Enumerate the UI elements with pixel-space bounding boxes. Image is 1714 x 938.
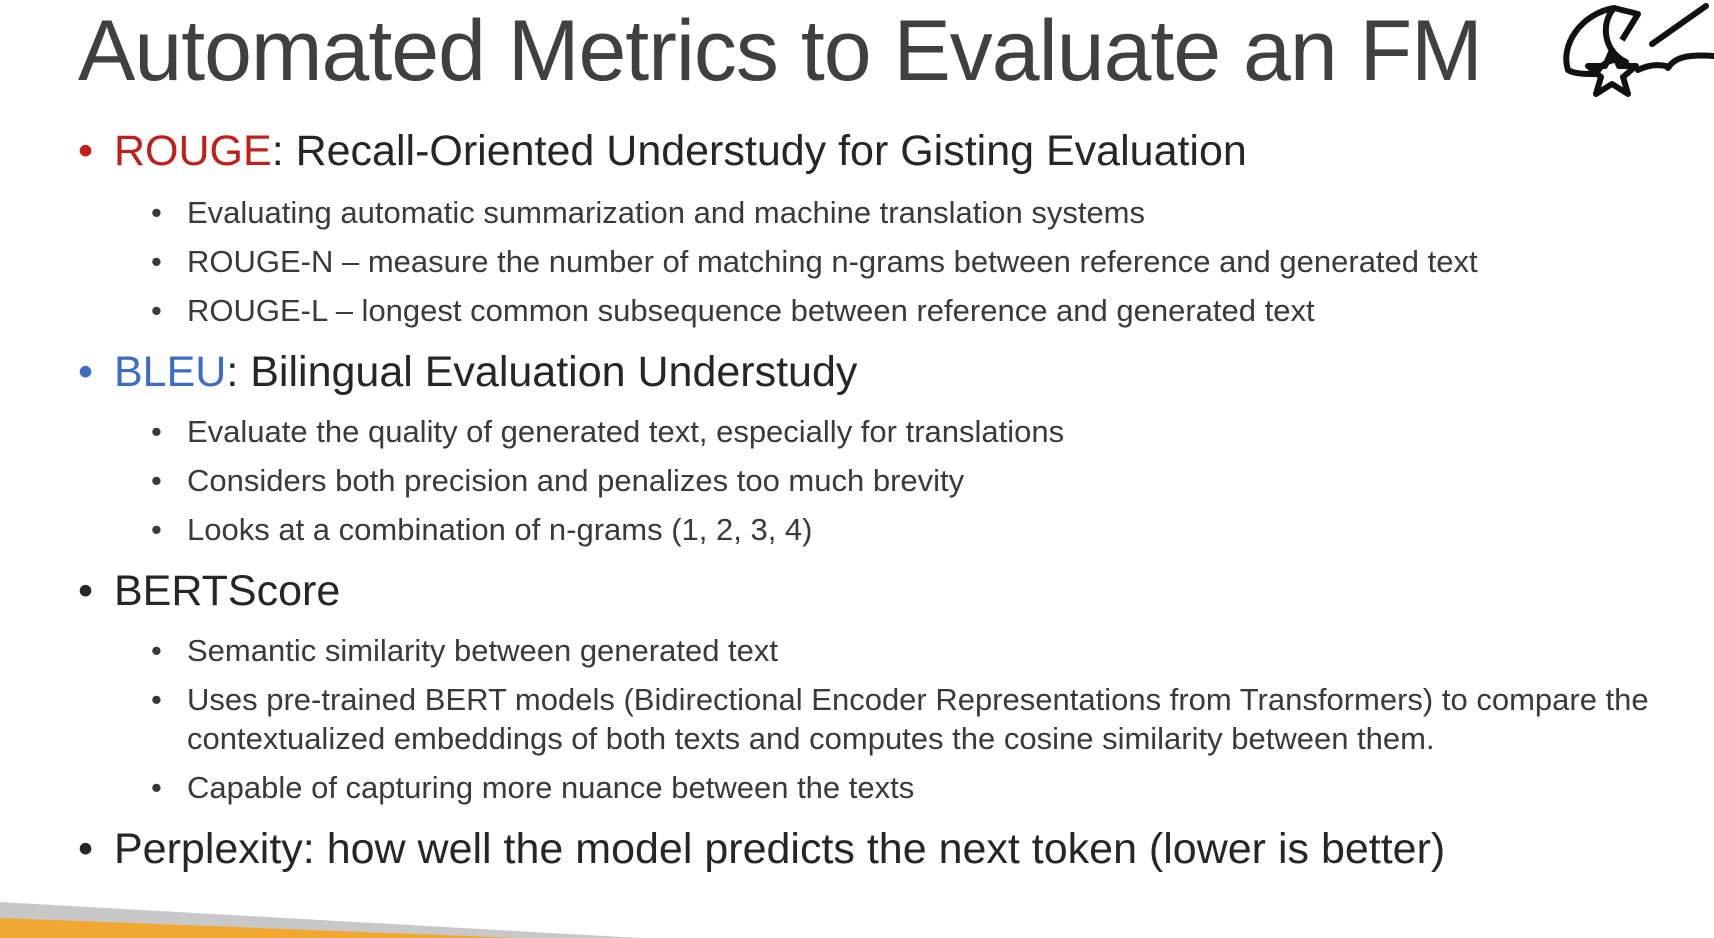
sub-item: • Semantic similarity between generated t… (151, 633, 779, 668)
sub-item-text: ROUGE-L – longest common subsequence bet… (187, 293, 1315, 328)
sub-item: • ROUGE-L – longest common subsequence be… (151, 293, 1315, 328)
bleu-definition: : Bilingual Evaluation Understudy (226, 348, 858, 396)
footer-orange-band (0, 918, 520, 938)
sub-item: • Evaluating automatic summarization and … (151, 195, 1146, 230)
sub-item-text: Capable of capturing more nuance between… (187, 770, 915, 805)
moon-star-icon (1563, 3, 1714, 97)
bullet: • (78, 127, 94, 175)
perplexity-definition: how well the model predicts the next tok… (314, 825, 1446, 873)
rouge-definition: : Recall-Oriented Understudy for Gisting… (271, 127, 1247, 175)
perplexity-term: Perplexity: (114, 825, 315, 873)
sub-item: • Uses pre-trained BERT models (Bidirecti… (151, 682, 1649, 717)
sub-item-text: Semantic similarity between generated te… (187, 633, 779, 668)
sub-item: • ROUGE-N – measure the number of matchin… (151, 244, 1478, 279)
bullet: • (78, 825, 94, 873)
sub-item: • Considers both precision and penalizes … (151, 463, 965, 498)
sub-item-text: contextualized embeddings of both texts … (187, 721, 1435, 756)
bullet: • (78, 348, 94, 396)
sub-item-text: Looks at a combination of n-grams (1, 2,… (187, 512, 813, 547)
list-item-perplexity: • Perplexity: how well the model predicts… (78, 825, 1446, 873)
sub-item: • Evaluate the quality of generated text,… (151, 414, 1065, 449)
sub-item-text: Evaluate the quality of generated text, … (187, 414, 1065, 449)
list-item-bleu: • BLEU: Bilingual Evaluation Understudy (78, 348, 858, 396)
sub-item-text: Considers both precision and penalizes t… (187, 463, 965, 498)
rouge-term: ROUGE (114, 127, 272, 175)
sub-item: • Capable of capturing more nuance betwee… (151, 770, 915, 805)
bullet: • (78, 567, 94, 615)
sub-item-continuation: contextualized embeddings of both texts … (151, 720, 1435, 758)
sub-item: • Looks at a combination of n-grams (1, 2… (151, 512, 813, 547)
sub-item-text: Uses pre-trained BERT models (Bidirectio… (187, 682, 1649, 717)
bertscore-term: BERTScore (114, 567, 341, 615)
sub-item-text: Evaluating automatic summarization and m… (187, 195, 1146, 230)
list-item-rouge: • ROUGE: Recall-Oriented Understudy for G… (78, 127, 1247, 175)
page-title: Automated Metrics to Evaluate an FM (78, 3, 1483, 99)
list-item-bertscore: • BERTScore (78, 567, 341, 615)
bleu-term: BLEU (114, 348, 227, 396)
footer-stripe (0, 902, 640, 938)
sub-item-text: ROUGE-N – measure the number of matching… (187, 244, 1478, 279)
